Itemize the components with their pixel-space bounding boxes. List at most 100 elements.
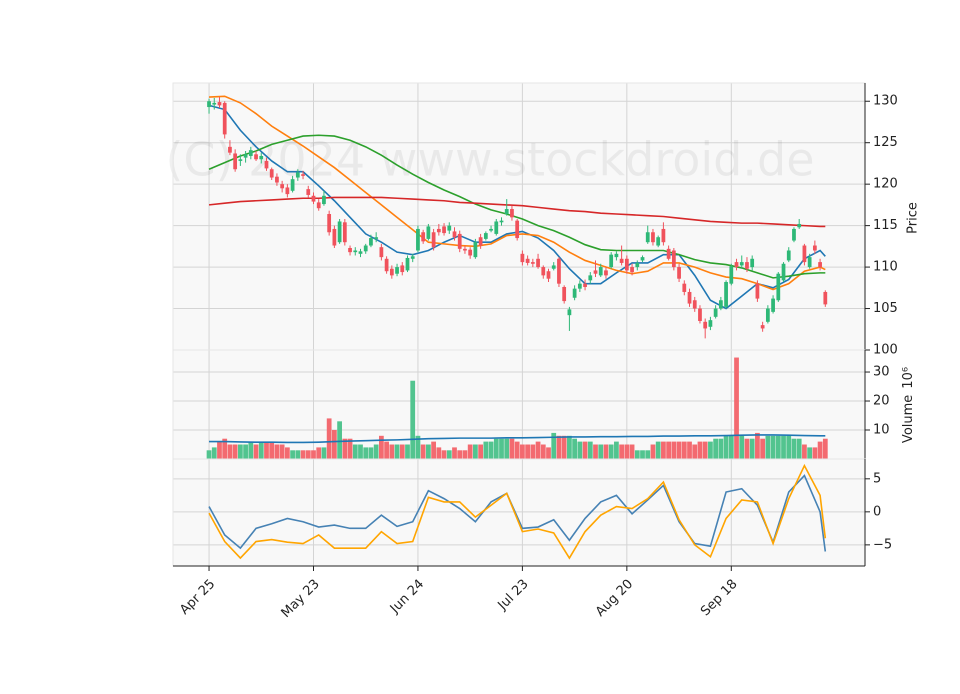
candle-body [353, 250, 358, 253]
volume-bar [227, 444, 233, 459]
volume-bar [352, 444, 358, 459]
candle-body [259, 155, 264, 160]
y-tick-label: 115 [873, 218, 898, 233]
volume-bar [248, 441, 254, 459]
candle-body [233, 153, 238, 170]
candle-body [457, 233, 462, 249]
volume-bar [483, 441, 489, 459]
candle-body [410, 256, 415, 259]
candle-body [369, 238, 373, 246]
x-tick-label: Jun 24 [387, 577, 427, 617]
candle-body [389, 268, 394, 276]
candle-body [666, 248, 671, 259]
volume-bar [217, 441, 222, 459]
macd-panel [173, 459, 865, 566]
volume-bar [331, 430, 337, 459]
candle-body [661, 228, 666, 243]
volume-bar [708, 441, 713, 459]
volume-bar [655, 441, 661, 459]
volume-bar [718, 438, 724, 459]
candle-body [212, 102, 217, 105]
candle-body [431, 232, 436, 248]
volume-bar [666, 441, 672, 459]
volume-bar [614, 441, 619, 459]
candle-body [557, 258, 561, 284]
volume-bar [577, 441, 583, 459]
volume-bar [358, 444, 363, 459]
volume-bar [274, 444, 280, 459]
volume-bar [619, 444, 625, 459]
candle-body [447, 225, 452, 231]
candle-body [442, 226, 446, 234]
volume-bar [775, 435, 781, 459]
candle-body [781, 263, 786, 281]
candle-body [478, 237, 483, 246]
x-tick-label: May 23 [279, 577, 323, 621]
y-tick-label: 125 [873, 135, 898, 150]
volume-bar [822, 438, 828, 459]
candle-body [254, 154, 258, 160]
candle-body [243, 154, 248, 158]
volume-bar [311, 450, 316, 459]
candle-body [750, 258, 755, 268]
candle-body [703, 321, 708, 329]
volume-bar [530, 444, 536, 459]
y-tick-label: 0 [873, 504, 881, 519]
volume-bar [514, 441, 520, 459]
volume-bar [755, 432, 760, 459]
candle-body [269, 169, 274, 178]
volume-bar [723, 435, 729, 459]
volume-bar [488, 441, 494, 459]
candle-body [316, 202, 321, 209]
candle-body [739, 262, 744, 266]
volume-bar [279, 444, 285, 459]
candle-body [583, 283, 587, 287]
volume-bar [232, 444, 238, 459]
volume-bar [770, 435, 776, 459]
volume-bar [499, 438, 504, 459]
volume-bar [410, 380, 416, 459]
volume-bar [222, 438, 228, 459]
volume-bar [556, 435, 562, 459]
volume-bar [462, 450, 468, 459]
volume-bar [744, 438, 750, 459]
candle-body [280, 184, 285, 189]
volume-bar [739, 435, 745, 459]
volume-bar [206, 450, 212, 459]
y-tick-label: 30 [873, 365, 890, 380]
x-tick-label: Aug 20 [593, 577, 636, 620]
volume-bar [629, 444, 635, 459]
volume-scale: 10⁶ [901, 367, 916, 389]
candle-body [483, 233, 488, 239]
candle-body [604, 270, 608, 276]
candle-body [238, 159, 243, 161]
volume-bar [713, 438, 719, 459]
volume-bar [264, 441, 269, 459]
volume-bar [687, 441, 692, 459]
volume-bar [546, 447, 551, 459]
volume-bar [802, 444, 807, 459]
candle-body [807, 257, 812, 268]
volume-bar [253, 444, 259, 459]
volume-bar [661, 441, 666, 459]
volume-bar [415, 435, 421, 459]
volume-bar [326, 418, 332, 459]
candle-body [436, 228, 441, 233]
candle-body [248, 150, 253, 156]
volume-bar [634, 450, 640, 459]
y-tick-label: 10 [873, 423, 890, 438]
volume-bar [504, 438, 510, 459]
volume-bar [399, 444, 405, 459]
candle-body [656, 237, 661, 246]
volume-bar [368, 447, 374, 459]
volume-bar [394, 444, 400, 459]
volume-bar [478, 444, 483, 459]
candle-body [452, 231, 457, 238]
volume-bar [603, 444, 609, 459]
volume-bar [692, 444, 698, 459]
candle-body [311, 195, 316, 202]
candle-body [598, 267, 603, 276]
y-tick-label: 120 [873, 177, 898, 192]
